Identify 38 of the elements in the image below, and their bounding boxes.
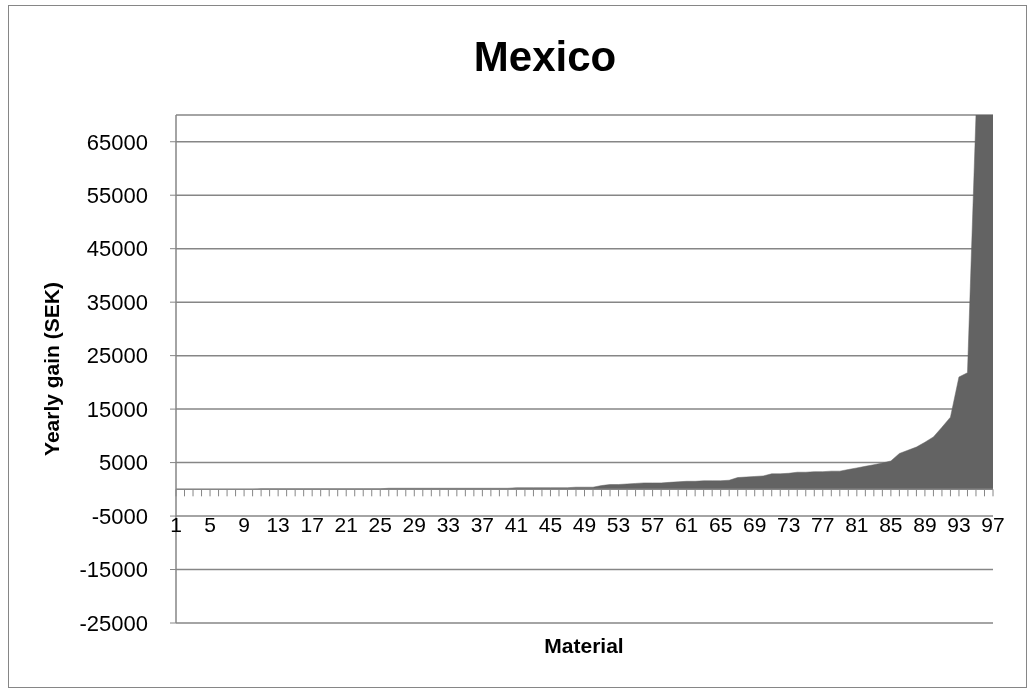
- x-tick-label: 65: [708, 512, 733, 536]
- x-tick-label: 61: [674, 512, 699, 536]
- y-tick-label: 25000: [86, 343, 148, 369]
- x-tick-label: 17: [300, 512, 324, 536]
- x-tick-label: 81: [845, 512, 869, 536]
- x-tick-label: 29: [402, 512, 426, 536]
- x-tick-label: 33: [436, 512, 461, 536]
- x-tick-label: 1: [170, 512, 182, 536]
- x-tick-label: 13: [266, 512, 290, 536]
- x-tick-label: 69: [743, 512, 767, 536]
- x-tick-label: 25: [368, 512, 392, 536]
- x-tick-label: 85: [879, 512, 903, 536]
- y-tick-label: 65000: [86, 129, 148, 155]
- x-tick-label: 93: [947, 512, 971, 536]
- x-tick-label: 77: [811, 512, 835, 536]
- x-tick-label: 45: [538, 512, 563, 536]
- y-tick-label: -15000: [79, 557, 148, 583]
- y-tick-label: 45000: [86, 236, 148, 262]
- y-tick-label: 5000: [99, 450, 148, 476]
- y-axis-title: Yearly gain (SEK): [39, 282, 63, 456]
- y-tick-label: -25000: [79, 610, 148, 636]
- y-tick-label: 15000: [86, 396, 148, 422]
- x-tick-label: 89: [913, 512, 937, 536]
- x-tick-label: 73: [777, 512, 801, 536]
- x-tick-label: 41: [504, 512, 529, 536]
- x-tick-label: 97: [981, 512, 1005, 536]
- y-tick-label: 35000: [86, 289, 148, 315]
- x-tick-label: 37: [470, 512, 495, 536]
- x-axis-title: Material: [544, 633, 624, 657]
- x-tick-label: 9: [238, 512, 250, 536]
- y-tick-label: 55000: [86, 183, 148, 209]
- x-tick-label: 21: [334, 512, 358, 536]
- x-tick-label: 5: [204, 512, 216, 536]
- chart-title: Mexico: [473, 33, 617, 80]
- x-tick-label: 53: [606, 512, 631, 536]
- x-tick-label: 49: [572, 512, 597, 536]
- y-tick-label: -5000: [91, 503, 148, 529]
- x-tick-label: 57: [640, 512, 665, 536]
